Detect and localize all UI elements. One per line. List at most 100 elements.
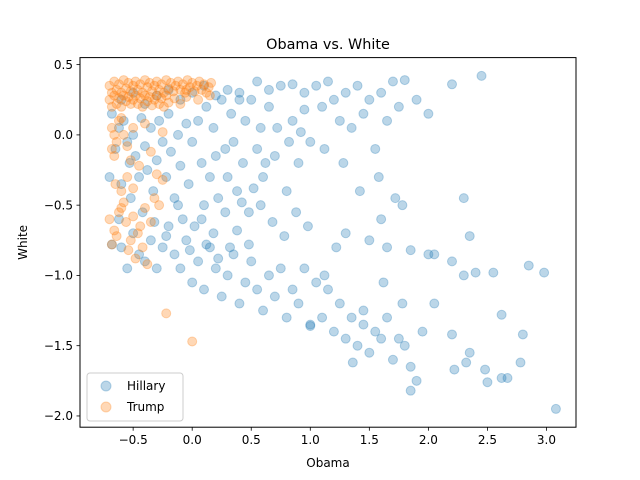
point-trump-48 bbox=[113, 93, 124, 104]
point-hillary-119 bbox=[340, 87, 351, 98]
point-trump-88 bbox=[151, 169, 162, 180]
point-hillary-127 bbox=[387, 76, 398, 87]
point-trump-1 bbox=[106, 87, 117, 98]
point-hillary-179 bbox=[161, 231, 172, 242]
point-hillary-190 bbox=[291, 207, 302, 218]
y-axis: 0.5 0.0 −0.5 −1.0 −1.5 −2.0 bbox=[44, 58, 80, 423]
point-trump-43 bbox=[206, 77, 217, 88]
point-hillary-77 bbox=[216, 291, 227, 302]
x-tick-label: 2.5 bbox=[478, 433, 497, 447]
legend: Hillary Trump bbox=[86, 372, 184, 422]
point-hillary-46 bbox=[240, 115, 251, 126]
point-trump-95 bbox=[116, 202, 127, 213]
point-hillary-79 bbox=[228, 249, 239, 260]
point-hillary-111 bbox=[405, 385, 416, 396]
point-trump-56 bbox=[132, 98, 143, 109]
point-trump-54 bbox=[128, 94, 139, 105]
point-hillary-54 bbox=[275, 80, 286, 91]
point-hillary-123 bbox=[364, 94, 375, 105]
x-axis: −0.5 0.0 0.5 1.0 1.5 2.0 2.5 3.0 bbox=[119, 427, 556, 447]
point-hillary-153 bbox=[523, 260, 534, 271]
point-trump-23 bbox=[158, 87, 169, 98]
point-hillary-30 bbox=[193, 115, 204, 126]
point-hillary-180 bbox=[173, 200, 184, 211]
point-trump-115 bbox=[161, 308, 172, 319]
point-trump-32 bbox=[180, 87, 191, 98]
point-trump-59 bbox=[139, 90, 150, 101]
point-hillary-99 bbox=[346, 312, 357, 323]
point-trump-25 bbox=[163, 83, 174, 94]
point-hillary-70 bbox=[175, 263, 186, 274]
point-hillary-60 bbox=[116, 242, 127, 253]
point-hillary-151 bbox=[458, 270, 469, 281]
point-hillary-101 bbox=[358, 319, 369, 330]
point-trump-75 bbox=[109, 129, 120, 140]
point-hillary-16 bbox=[151, 155, 162, 166]
point-hillary-203 bbox=[252, 76, 263, 87]
x-tick-label: 1.5 bbox=[360, 433, 379, 447]
point-hillary-80 bbox=[234, 298, 245, 309]
point-hillary-128 bbox=[393, 101, 404, 112]
x-tick-label: 0.5 bbox=[242, 433, 261, 447]
point-hillary-200 bbox=[210, 90, 221, 101]
point-hillary-163 bbox=[496, 373, 507, 384]
point-trump-100 bbox=[128, 211, 139, 222]
point-hillary-92 bbox=[305, 319, 316, 330]
point-hillary-32 bbox=[199, 200, 209, 211]
chart-title: Obama vs. White bbox=[266, 37, 390, 53]
point-hillary-38 bbox=[216, 94, 227, 105]
point-hillary-122 bbox=[358, 108, 369, 119]
point-trump-20 bbox=[151, 76, 162, 87]
point-hillary-136 bbox=[354, 186, 365, 197]
point-hillary-31 bbox=[196, 158, 207, 168]
point-hillary-86 bbox=[269, 291, 280, 302]
point-trump-104 bbox=[137, 242, 148, 253]
point-trump-87 bbox=[145, 146, 156, 157]
point-hillary-2 bbox=[110, 143, 121, 154]
point-hillary-96 bbox=[328, 326, 339, 337]
point-hillary-84 bbox=[258, 305, 269, 316]
point-trump-12 bbox=[132, 84, 143, 95]
point-hillary-61 bbox=[122, 263, 133, 274]
point-hillary-74 bbox=[199, 284, 209, 295]
point-trump-2 bbox=[109, 76, 120, 87]
point-hillary-12 bbox=[139, 141, 150, 152]
point-hillary-142 bbox=[364, 235, 375, 246]
point-trump-97 bbox=[121, 217, 132, 228]
point-hillary-109 bbox=[405, 361, 416, 372]
point-trump-82 bbox=[122, 141, 133, 152]
point-hillary-205 bbox=[287, 79, 298, 90]
point-trump-70 bbox=[169, 93, 180, 104]
y-tick-label: −0.5 bbox=[44, 198, 73, 212]
point-hillary-58 bbox=[299, 87, 310, 98]
point-hillary-48 bbox=[246, 94, 257, 105]
point-hillary-206 bbox=[299, 104, 310, 115]
point-trump-105 bbox=[139, 202, 150, 213]
point-trump-89 bbox=[157, 127, 168, 138]
point-trump-41 bbox=[201, 87, 212, 98]
point-hillary-13 bbox=[142, 165, 153, 176]
point-hillary-184 bbox=[220, 207, 231, 218]
point-hillary-114 bbox=[311, 80, 322, 91]
point-hillary-19 bbox=[161, 172, 172, 183]
point-hillary-132 bbox=[447, 79, 457, 90]
point-hillary-208 bbox=[272, 122, 283, 133]
point-trump-19 bbox=[149, 80, 160, 91]
series-hillary bbox=[104, 70, 561, 414]
point-trump-78 bbox=[106, 143, 117, 154]
point-hillary-210 bbox=[284, 136, 295, 147]
point-hillary-140 bbox=[376, 214, 387, 225]
y-tick-label: −2.0 bbox=[44, 409, 73, 423]
point-hillary-8 bbox=[128, 129, 139, 140]
point-hillary-72 bbox=[187, 277, 198, 288]
point-hillary-0 bbox=[104, 172, 115, 183]
point-hillary-26 bbox=[181, 118, 192, 129]
point-hillary-173 bbox=[378, 277, 389, 288]
point-hillary-172 bbox=[397, 298, 408, 309]
point-trump-52 bbox=[123, 91, 134, 102]
point-trump-64 bbox=[151, 90, 162, 101]
point-trump-86 bbox=[139, 118, 150, 129]
point-hillary-103 bbox=[370, 326, 381, 337]
y-axis-label: White bbox=[16, 225, 30, 260]
point-hillary-125 bbox=[376, 87, 387, 98]
